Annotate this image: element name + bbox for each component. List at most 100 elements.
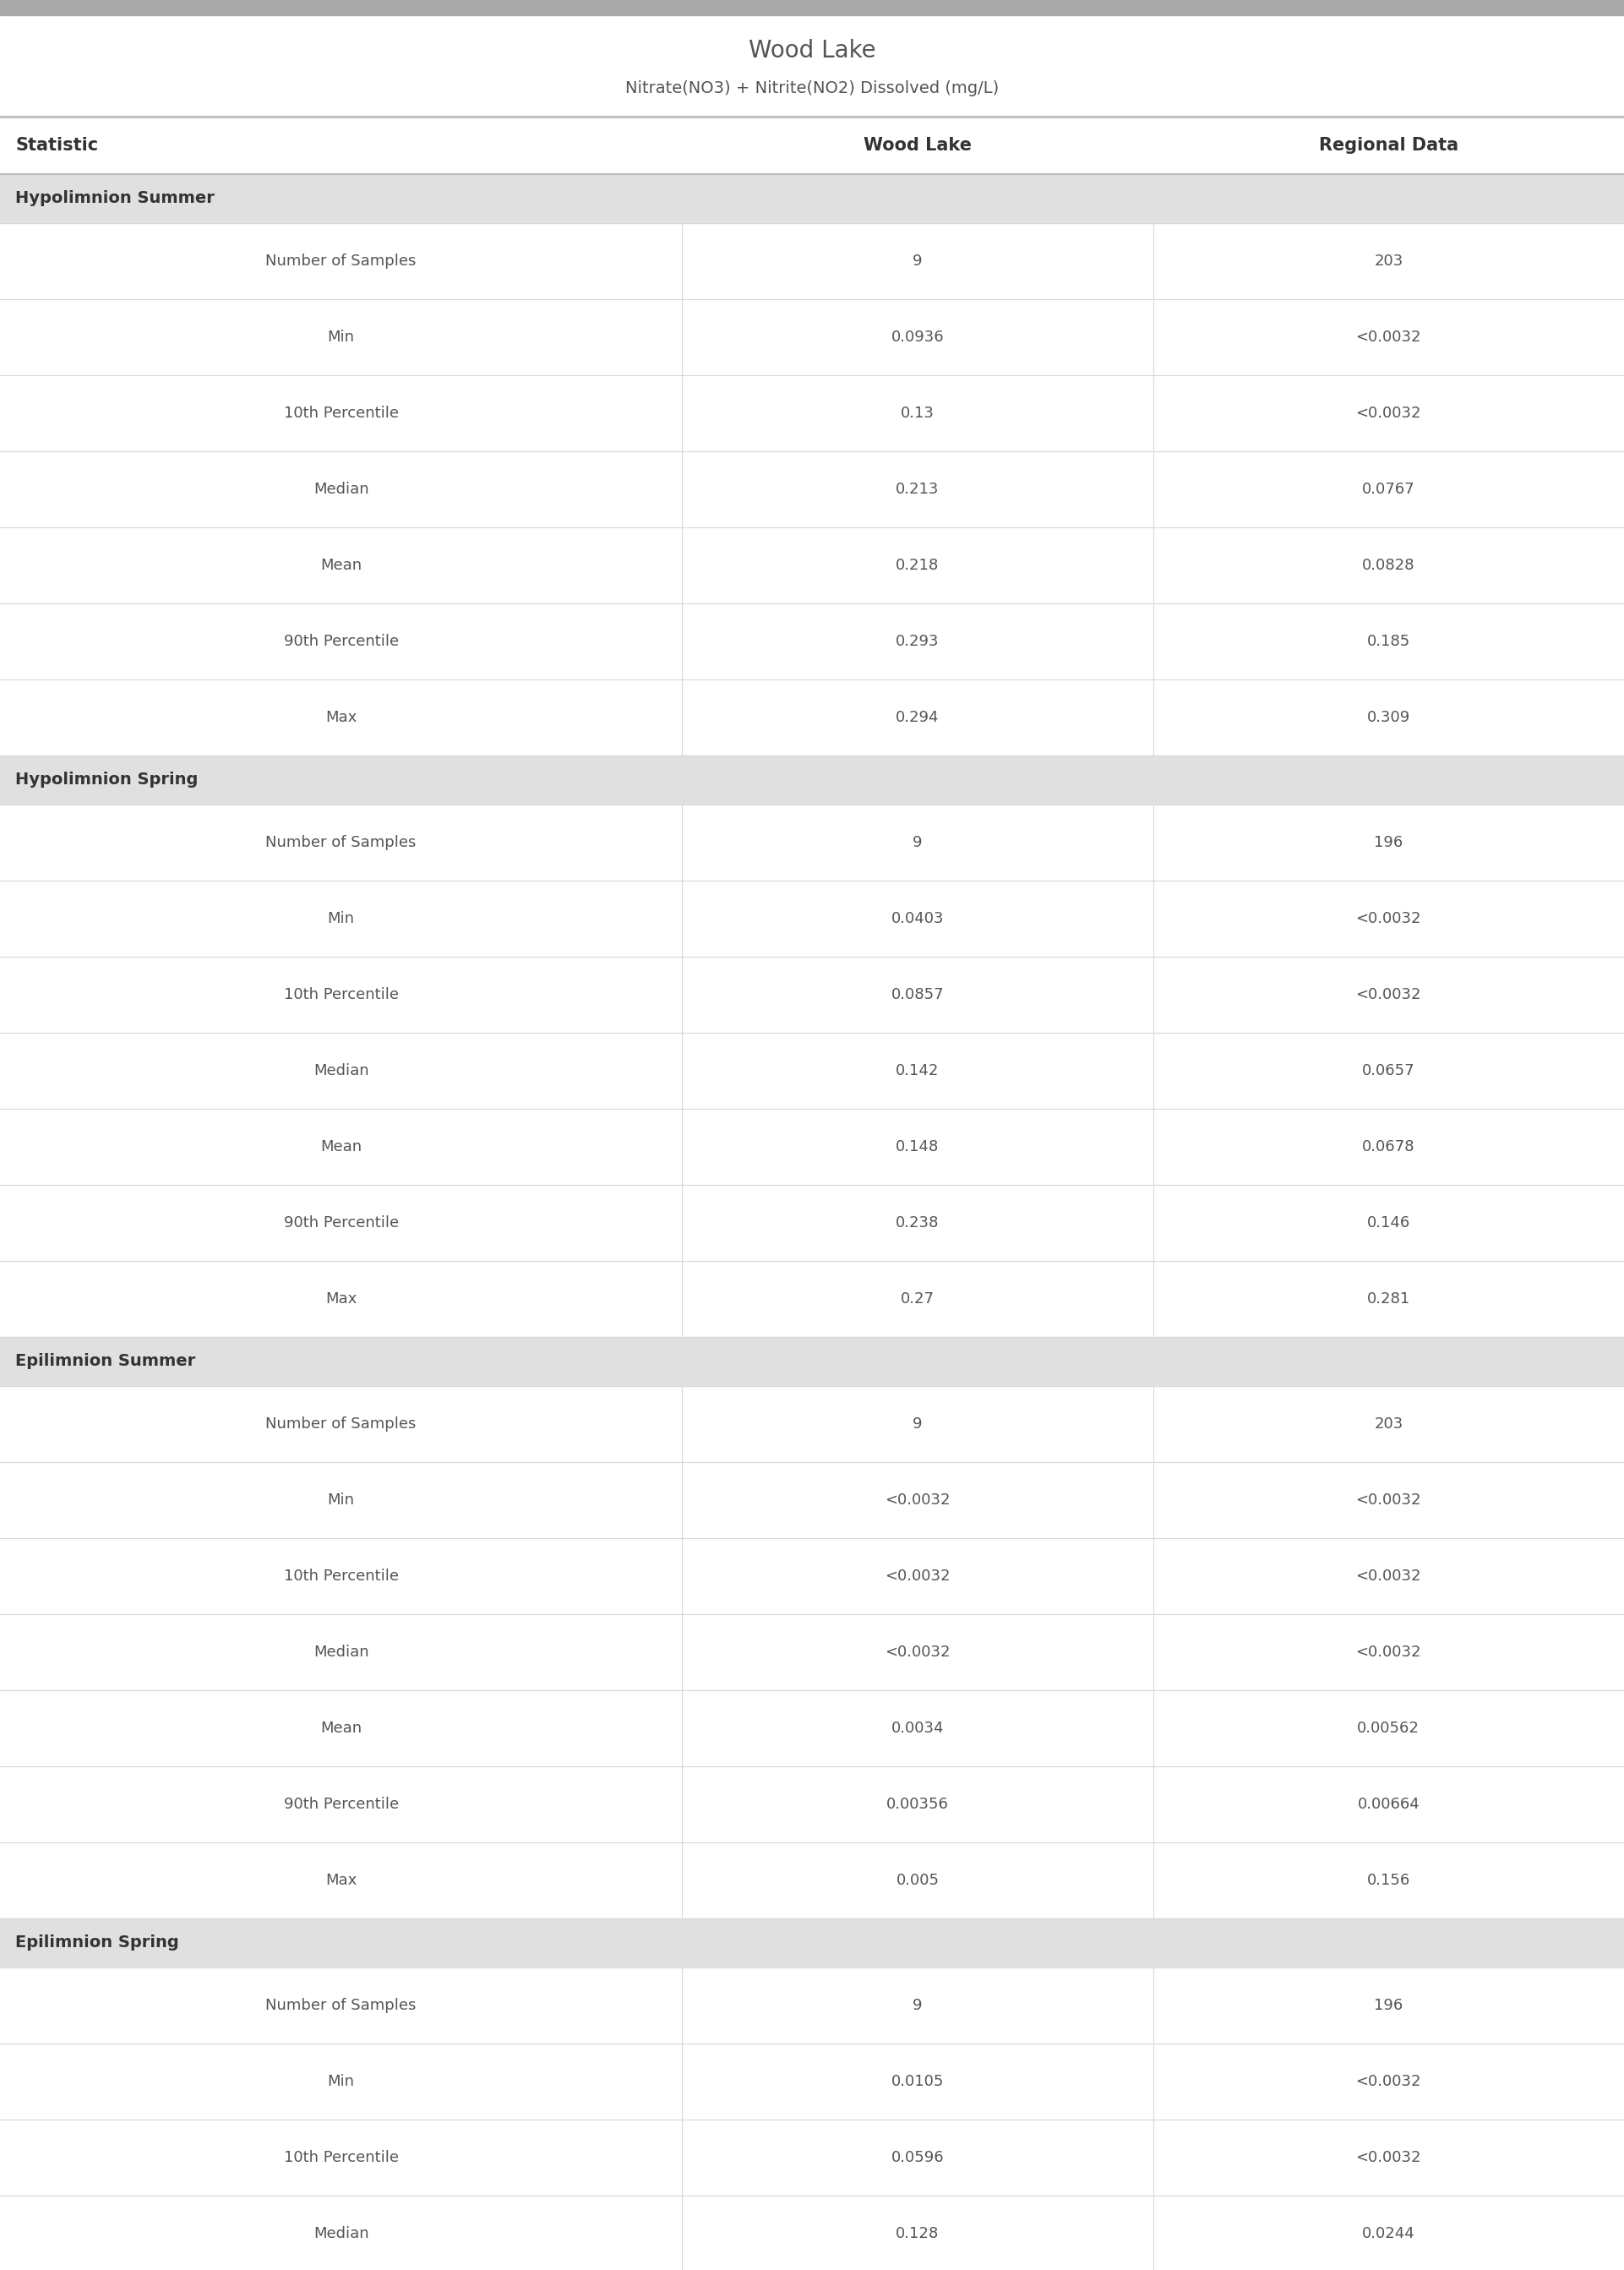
Bar — [0, 604, 1624, 679]
Bar — [0, 527, 1624, 604]
Text: 0.0857: 0.0857 — [892, 987, 944, 1003]
Bar — [0, 1387, 1624, 1462]
Text: Min: Min — [328, 329, 354, 345]
Text: 0.00664: 0.00664 — [1358, 1798, 1419, 1811]
Text: 0.0596: 0.0596 — [892, 2150, 944, 2166]
Text: 90th Percentile: 90th Percentile — [284, 1798, 398, 1811]
Bar — [0, 1614, 1624, 1691]
Text: 0.294: 0.294 — [896, 711, 939, 724]
Bar — [0, 1033, 1624, 1108]
Text: <0.0032: <0.0032 — [1356, 1643, 1421, 1659]
Text: 203: 203 — [1374, 1416, 1403, 1432]
Text: 0.0678: 0.0678 — [1363, 1140, 1415, 1155]
Text: Statistic: Statistic — [15, 136, 97, 154]
Bar — [0, 1691, 1624, 1766]
Text: 0.128: 0.128 — [896, 2227, 939, 2240]
Bar — [0, 756, 1624, 804]
Text: 0.0936: 0.0936 — [892, 329, 944, 345]
Text: 10th Percentile: 10th Percentile — [284, 2150, 398, 2166]
Text: 0.293: 0.293 — [896, 633, 939, 649]
Text: <0.0032: <0.0032 — [1356, 987, 1421, 1003]
Bar — [0, 881, 1624, 956]
Bar — [0, 1539, 1624, 1614]
Text: Min: Min — [328, 910, 354, 926]
Text: 196: 196 — [1374, 1998, 1403, 2013]
Bar — [0, 1337, 1624, 1387]
Text: 0.218: 0.218 — [896, 558, 939, 572]
Text: 9: 9 — [913, 1998, 922, 2013]
Text: <0.0032: <0.0032 — [1356, 1491, 1421, 1507]
Text: 9: 9 — [913, 835, 922, 851]
Text: Hypolimnion Spring: Hypolimnion Spring — [15, 772, 198, 788]
Text: 0.0034: 0.0034 — [892, 1721, 944, 1737]
Text: Number of Samples: Number of Samples — [266, 254, 416, 268]
Text: 0.13: 0.13 — [901, 406, 934, 420]
Text: Max: Max — [325, 1873, 357, 1889]
Text: <0.0032: <0.0032 — [885, 1491, 950, 1507]
Text: Median: Median — [313, 1643, 369, 1659]
Bar — [0, 116, 1624, 175]
Text: Number of Samples: Number of Samples — [266, 835, 416, 851]
Text: 0.281: 0.281 — [1367, 1292, 1410, 1308]
Text: Epilimnion Summer: Epilimnion Summer — [15, 1353, 195, 1369]
Text: Regional Data: Regional Data — [1319, 136, 1458, 154]
Text: <0.0032: <0.0032 — [1356, 2075, 1421, 2088]
Bar — [0, 1968, 1624, 2043]
Text: 0.213: 0.213 — [896, 481, 939, 497]
Bar — [0, 2120, 1624, 2195]
Text: 0.0403: 0.0403 — [892, 910, 944, 926]
Text: 0.146: 0.146 — [1367, 1214, 1410, 1230]
Text: 90th Percentile: 90th Percentile — [284, 1214, 398, 1230]
Text: Mean: Mean — [320, 1140, 362, 1155]
Text: Median: Median — [313, 1062, 369, 1078]
Bar — [0, 0, 1624, 16]
Text: 10th Percentile: 10th Percentile — [284, 1569, 398, 1584]
Bar — [0, 1766, 1624, 1843]
Text: 0.156: 0.156 — [1367, 1873, 1410, 1889]
Text: 0.27: 0.27 — [901, 1292, 934, 1308]
Text: <0.0032: <0.0032 — [1356, 406, 1421, 420]
Text: Min: Min — [328, 1491, 354, 1507]
Bar — [0, 956, 1624, 1033]
Bar — [0, 804, 1624, 881]
Text: Number of Samples: Number of Samples — [266, 1416, 416, 1432]
Text: Mean: Mean — [320, 1721, 362, 1737]
Text: <0.0032: <0.0032 — [885, 1643, 950, 1659]
Text: 0.238: 0.238 — [896, 1214, 939, 1230]
Text: 0.185: 0.185 — [1367, 633, 1410, 649]
Text: 90th Percentile: 90th Percentile — [284, 633, 398, 649]
Bar — [0, 1108, 1624, 1185]
Text: Mean: Mean — [320, 558, 362, 572]
Text: Max: Max — [325, 1292, 357, 1308]
Text: Max: Max — [325, 711, 357, 724]
Text: 0.00356: 0.00356 — [887, 1798, 948, 1811]
Text: 0.148: 0.148 — [896, 1140, 939, 1155]
Text: 9: 9 — [913, 1416, 922, 1432]
Text: Hypolimnion Summer: Hypolimnion Summer — [15, 191, 214, 207]
Text: Number of Samples: Number of Samples — [266, 1998, 416, 2013]
Text: 0.0657: 0.0657 — [1363, 1062, 1415, 1078]
Bar — [0, 2043, 1624, 2120]
Text: Wood Lake: Wood Lake — [864, 136, 971, 154]
Text: 0.309: 0.309 — [1367, 711, 1410, 724]
Text: <0.0032: <0.0032 — [1356, 1569, 1421, 1584]
Bar — [0, 222, 1624, 300]
Text: Epilimnion Spring: Epilimnion Spring — [15, 1934, 179, 1950]
Text: Wood Lake: Wood Lake — [749, 39, 875, 64]
Text: 196: 196 — [1374, 835, 1403, 851]
Text: 0.0105: 0.0105 — [892, 2075, 944, 2088]
Text: 0.0244: 0.0244 — [1363, 2227, 1415, 2240]
Text: 203: 203 — [1374, 254, 1403, 268]
Text: 10th Percentile: 10th Percentile — [284, 987, 398, 1003]
Bar — [0, 300, 1624, 375]
Bar — [0, 1260, 1624, 1337]
Bar — [0, 1843, 1624, 1918]
Bar — [0, 1185, 1624, 1260]
Bar — [0, 1462, 1624, 1539]
Bar — [0, 452, 1624, 527]
Text: 10th Percentile: 10th Percentile — [284, 406, 398, 420]
Text: <0.0032: <0.0032 — [1356, 329, 1421, 345]
Text: 0.005: 0.005 — [896, 1873, 939, 1889]
Text: <0.0032: <0.0032 — [885, 1569, 950, 1584]
Text: Min: Min — [328, 2075, 354, 2088]
